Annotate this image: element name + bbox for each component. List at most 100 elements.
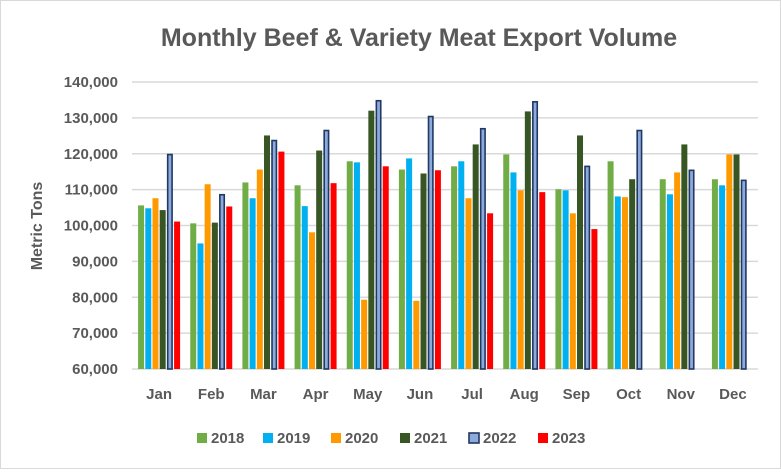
bar-2018-aug	[503, 154, 510, 369]
y-tick-label: 60,000	[72, 361, 118, 378]
y-tick-label: 90,000	[72, 253, 118, 270]
legend-item-2019: 2019	[263, 430, 310, 447]
bar-2023-jul	[487, 213, 494, 369]
legend-item-2018: 2018	[197, 430, 244, 447]
legend-swatch	[400, 433, 410, 443]
bar-2022-may	[375, 99, 382, 370]
bar-2020-aug	[517, 190, 524, 369]
chart-title: Monthly Beef & Variety Meat Export Volum…	[161, 24, 677, 52]
bar-2022-nov	[688, 169, 695, 370]
bar-2018-oct	[607, 161, 614, 369]
bar-2022-mar	[271, 139, 278, 370]
bar-2020-jan	[152, 198, 159, 369]
bar-2019-jan	[145, 208, 152, 369]
bar-2022-oct	[636, 129, 643, 370]
bar-2019-oct	[614, 196, 621, 369]
legend-item-2022: 2022	[468, 430, 516, 447]
bar-2021-dec	[733, 154, 740, 369]
bar-2021-jun	[420, 173, 427, 369]
bar-2023-sep	[591, 229, 598, 369]
legend-swatch	[468, 432, 480, 444]
bar-2022-jun	[427, 115, 434, 370]
legend-label: 2018	[211, 430, 244, 447]
legend-label: 2021	[414, 430, 447, 447]
bar-2019-jun	[406, 158, 413, 369]
legend-label: 2022	[483, 430, 516, 447]
legend-label: 2023	[552, 430, 585, 447]
bar-2021-sep	[577, 135, 584, 369]
y-tick-label: 70,000	[72, 325, 118, 342]
bar-2022-sep	[584, 165, 591, 370]
bar-2022-feb	[219, 193, 226, 370]
bar-2018-nov	[659, 179, 666, 369]
bar-2023-jun	[434, 170, 441, 369]
bar-2021-jan	[159, 210, 166, 369]
x-tick-label: Dec	[719, 386, 747, 403]
bar-2021-may	[368, 110, 375, 369]
bar-2019-apr	[301, 206, 308, 369]
legend-swatch	[538, 433, 548, 443]
bar-2022-dec	[740, 179, 747, 370]
y-tick-label: 120,000	[64, 146, 118, 163]
legend-item-2021: 2021	[400, 430, 447, 447]
bar-2019-mar	[249, 198, 256, 369]
y-tick-label: 140,000	[64, 74, 118, 91]
bar-2020-dec	[726, 154, 733, 369]
bar-2019-dec	[719, 185, 726, 369]
bar-2023-mar	[278, 151, 285, 369]
bar-2019-sep	[562, 190, 569, 369]
bar-2018-jul	[451, 166, 458, 369]
bar-2021-feb	[211, 222, 218, 369]
bar-2020-jul	[465, 198, 472, 369]
bar-2021-mar	[264, 135, 271, 369]
x-tick-label: Oct	[616, 386, 641, 403]
bar-2019-nov	[666, 194, 673, 369]
bar-2022-jan	[166, 153, 173, 370]
legend-label: 2020	[345, 430, 378, 447]
bar-2020-nov	[674, 172, 681, 369]
y-tick-label: 100,000	[64, 218, 118, 235]
bar-2020-jun	[413, 300, 420, 369]
bar-2019-feb	[197, 243, 204, 369]
bar-2021-jul	[472, 144, 479, 369]
x-tick-label: Jan	[146, 386, 172, 403]
bar-2020-mar	[256, 169, 263, 369]
legend-swatch	[197, 433, 207, 443]
y-axis-label: Metric Tons	[29, 182, 46, 271]
bar-2018-jun	[398, 169, 405, 369]
x-tick-label: May	[353, 386, 383, 403]
legend-item-2020: 2020	[331, 430, 378, 447]
bar-2023-jan	[174, 221, 181, 369]
bar-2018-dec	[711, 179, 718, 369]
bar-2022-apr	[323, 129, 330, 370]
bar-2019-may	[353, 162, 360, 369]
bar-2020-apr	[308, 232, 315, 369]
bar-2018-mar	[242, 182, 249, 369]
bar-2019-jul	[458, 161, 465, 369]
bar-2023-apr	[330, 183, 337, 369]
bar-2018-jan	[138, 205, 145, 369]
bar-2023-may	[382, 166, 389, 369]
bar-2020-feb	[204, 184, 211, 369]
legend-swatch	[263, 433, 273, 443]
bar-2018-may	[346, 161, 353, 369]
bar-2020-sep	[569, 213, 576, 369]
x-tick-label: Nov	[667, 386, 696, 403]
x-tick-label: Feb	[198, 386, 225, 403]
x-tick-label: Mar	[250, 386, 277, 403]
bar-2023-feb	[226, 206, 233, 369]
bar-2020-may	[361, 299, 368, 369]
x-tick-label: Sep	[563, 386, 591, 403]
x-tick-label: Jun	[407, 386, 434, 403]
legend-swatch	[331, 433, 341, 443]
bar-2021-oct	[629, 179, 636, 369]
bar-2022-jul	[479, 127, 486, 370]
bar-2018-sep	[555, 189, 562, 369]
bar-2018-apr	[294, 185, 301, 369]
x-tick-label: Jul	[461, 386, 483, 403]
bar-2021-apr	[316, 150, 323, 369]
bar-2022-aug	[532, 101, 539, 370]
legend-label: 2019	[277, 430, 310, 447]
